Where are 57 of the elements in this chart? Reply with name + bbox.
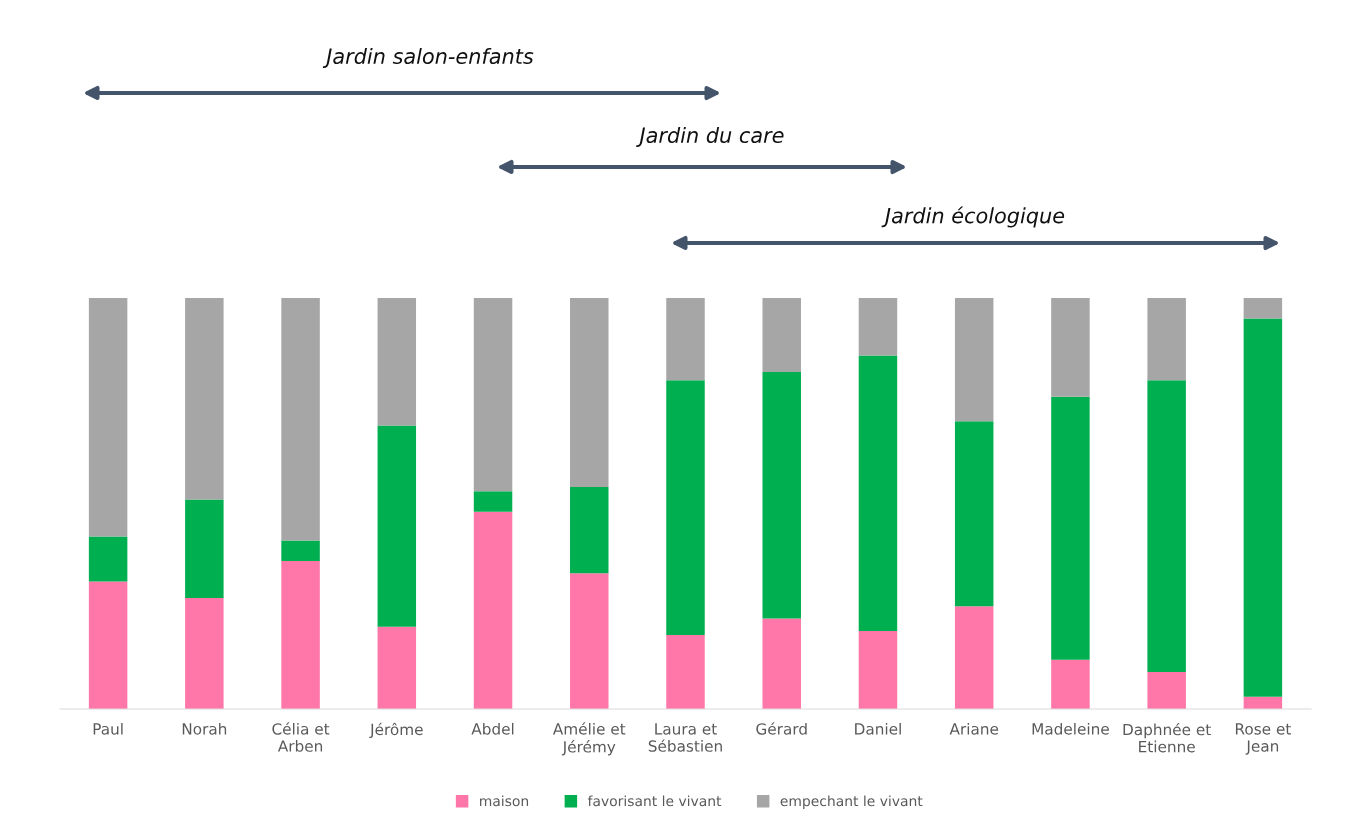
bar: [185, 499, 224, 599]
bar: [1147, 672, 1186, 709]
bar: [1051, 396, 1090, 660]
bar: [762, 298, 801, 372]
bar: [88, 581, 128, 709]
bar: [570, 298, 609, 488]
bar: [954, 421, 994, 607]
bar: [1051, 659, 1090, 709]
text: Jardin du care: [636, 126, 784, 147]
bar: [762, 618, 801, 709]
bar: [1243, 298, 1283, 319]
x-tick-label: Ariane: [949, 722, 999, 735]
x-tick-label: Norah: [182, 722, 227, 735]
bar: [570, 487, 609, 574]
x-tick-label: Daniel: [855, 722, 901, 735]
bar: [377, 298, 417, 426]
bar: [473, 511, 513, 709]
x-tick-label: Madeleine: [1032, 722, 1109, 735]
bar: [281, 561, 320, 709]
bar: [666, 298, 705, 381]
x-tick-label: Laura et Sébastien: [648, 723, 722, 752]
x-tick-label: Célia et Arben: [272, 722, 330, 752]
x-tick-label: Gérard: [756, 722, 807, 735]
x-tick-label: Daphnée et Etienne: [1123, 722, 1211, 753]
x-tick-label: Paul: [93, 722, 123, 735]
bar: [88, 536, 128, 582]
bar: [954, 606, 994, 709]
bar: [762, 371, 801, 619]
bar: [666, 635, 705, 709]
x-tick-label: Abdel: [471, 722, 514, 735]
bar: [185, 298, 224, 500]
legend-label: empechant le vivant: [780, 795, 923, 809]
bar: [1243, 318, 1283, 697]
bar: [377, 425, 417, 627]
x-tick-label: Rose et Jean: [1235, 723, 1291, 755]
bar: [185, 598, 224, 709]
bar: [281, 298, 320, 541]
bar: [570, 573, 609, 709]
bar: [281, 540, 320, 562]
legend-label: maison: [480, 795, 529, 807]
bar: [1147, 298, 1186, 381]
bar: [954, 298, 994, 422]
bar: [88, 298, 128, 537]
bar: [473, 298, 513, 492]
bar: [1147, 380, 1186, 673]
bar: [377, 626, 417, 709]
bar: [858, 298, 898, 356]
legend-label: favorisant le vivant: [587, 795, 722, 807]
bar: [858, 630, 898, 709]
bar: [858, 355, 898, 631]
bar: [473, 491, 513, 512]
bar: [1051, 298, 1090, 397]
bar: [666, 380, 705, 636]
x-tick-label: Jérôme: [369, 722, 423, 739]
text: Jardin salon-enfants: [322, 47, 534, 68]
text: Jardin écologique: [881, 206, 1065, 228]
x-tick-label: Amélie et Jérémy: [552, 722, 626, 756]
